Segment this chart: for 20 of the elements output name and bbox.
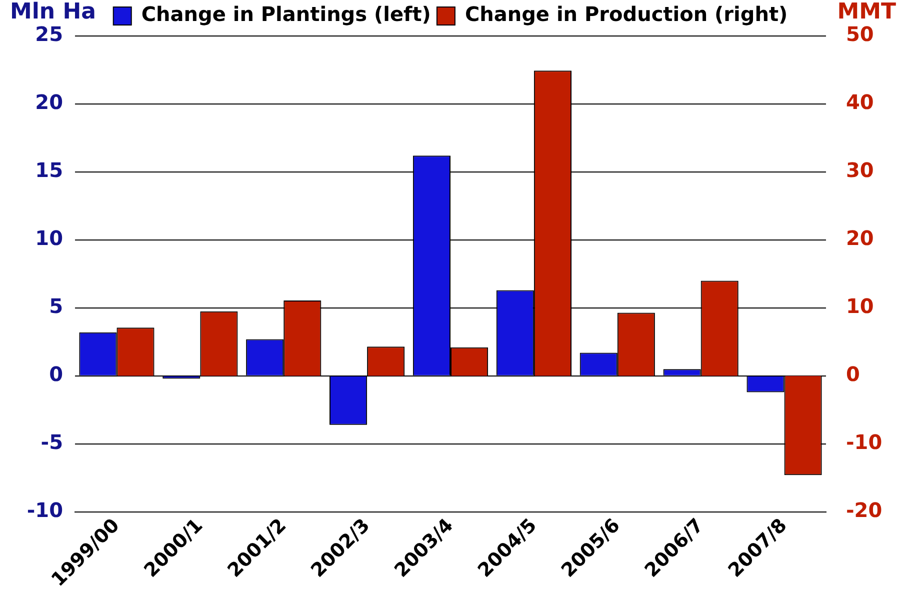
y-tick-label: 5: [49, 294, 63, 318]
y2-tick-label: -20: [846, 498, 882, 522]
y-tick-label: 15: [35, 158, 63, 182]
y2-tick-label: 30: [846, 158, 874, 182]
legend-label: Change in Production (right): [464, 2, 788, 26]
y-tick-label: 10: [35, 226, 63, 250]
y-tick-label: 20: [35, 90, 63, 114]
y-tick-label: 0: [49, 362, 63, 386]
y-tick-label: -5: [40, 430, 63, 454]
y-tick-label: 25: [35, 22, 63, 46]
y2-tick-label: 50: [846, 22, 874, 46]
y2-tick-label: 0: [846, 362, 860, 386]
y2-tick-label: -10: [846, 430, 882, 454]
y2-tick-label: 10: [846, 294, 874, 318]
y2-tick-label: 20: [846, 226, 874, 250]
y-axis-title: Mln Ha: [10, 0, 96, 25]
y2-tick-label: 40: [846, 90, 874, 114]
legend-label: Change in Plantings (left): [141, 2, 431, 26]
y-tick-label: -10: [26, 498, 63, 522]
y2-axis-title: MMT: [837, 0, 896, 25]
